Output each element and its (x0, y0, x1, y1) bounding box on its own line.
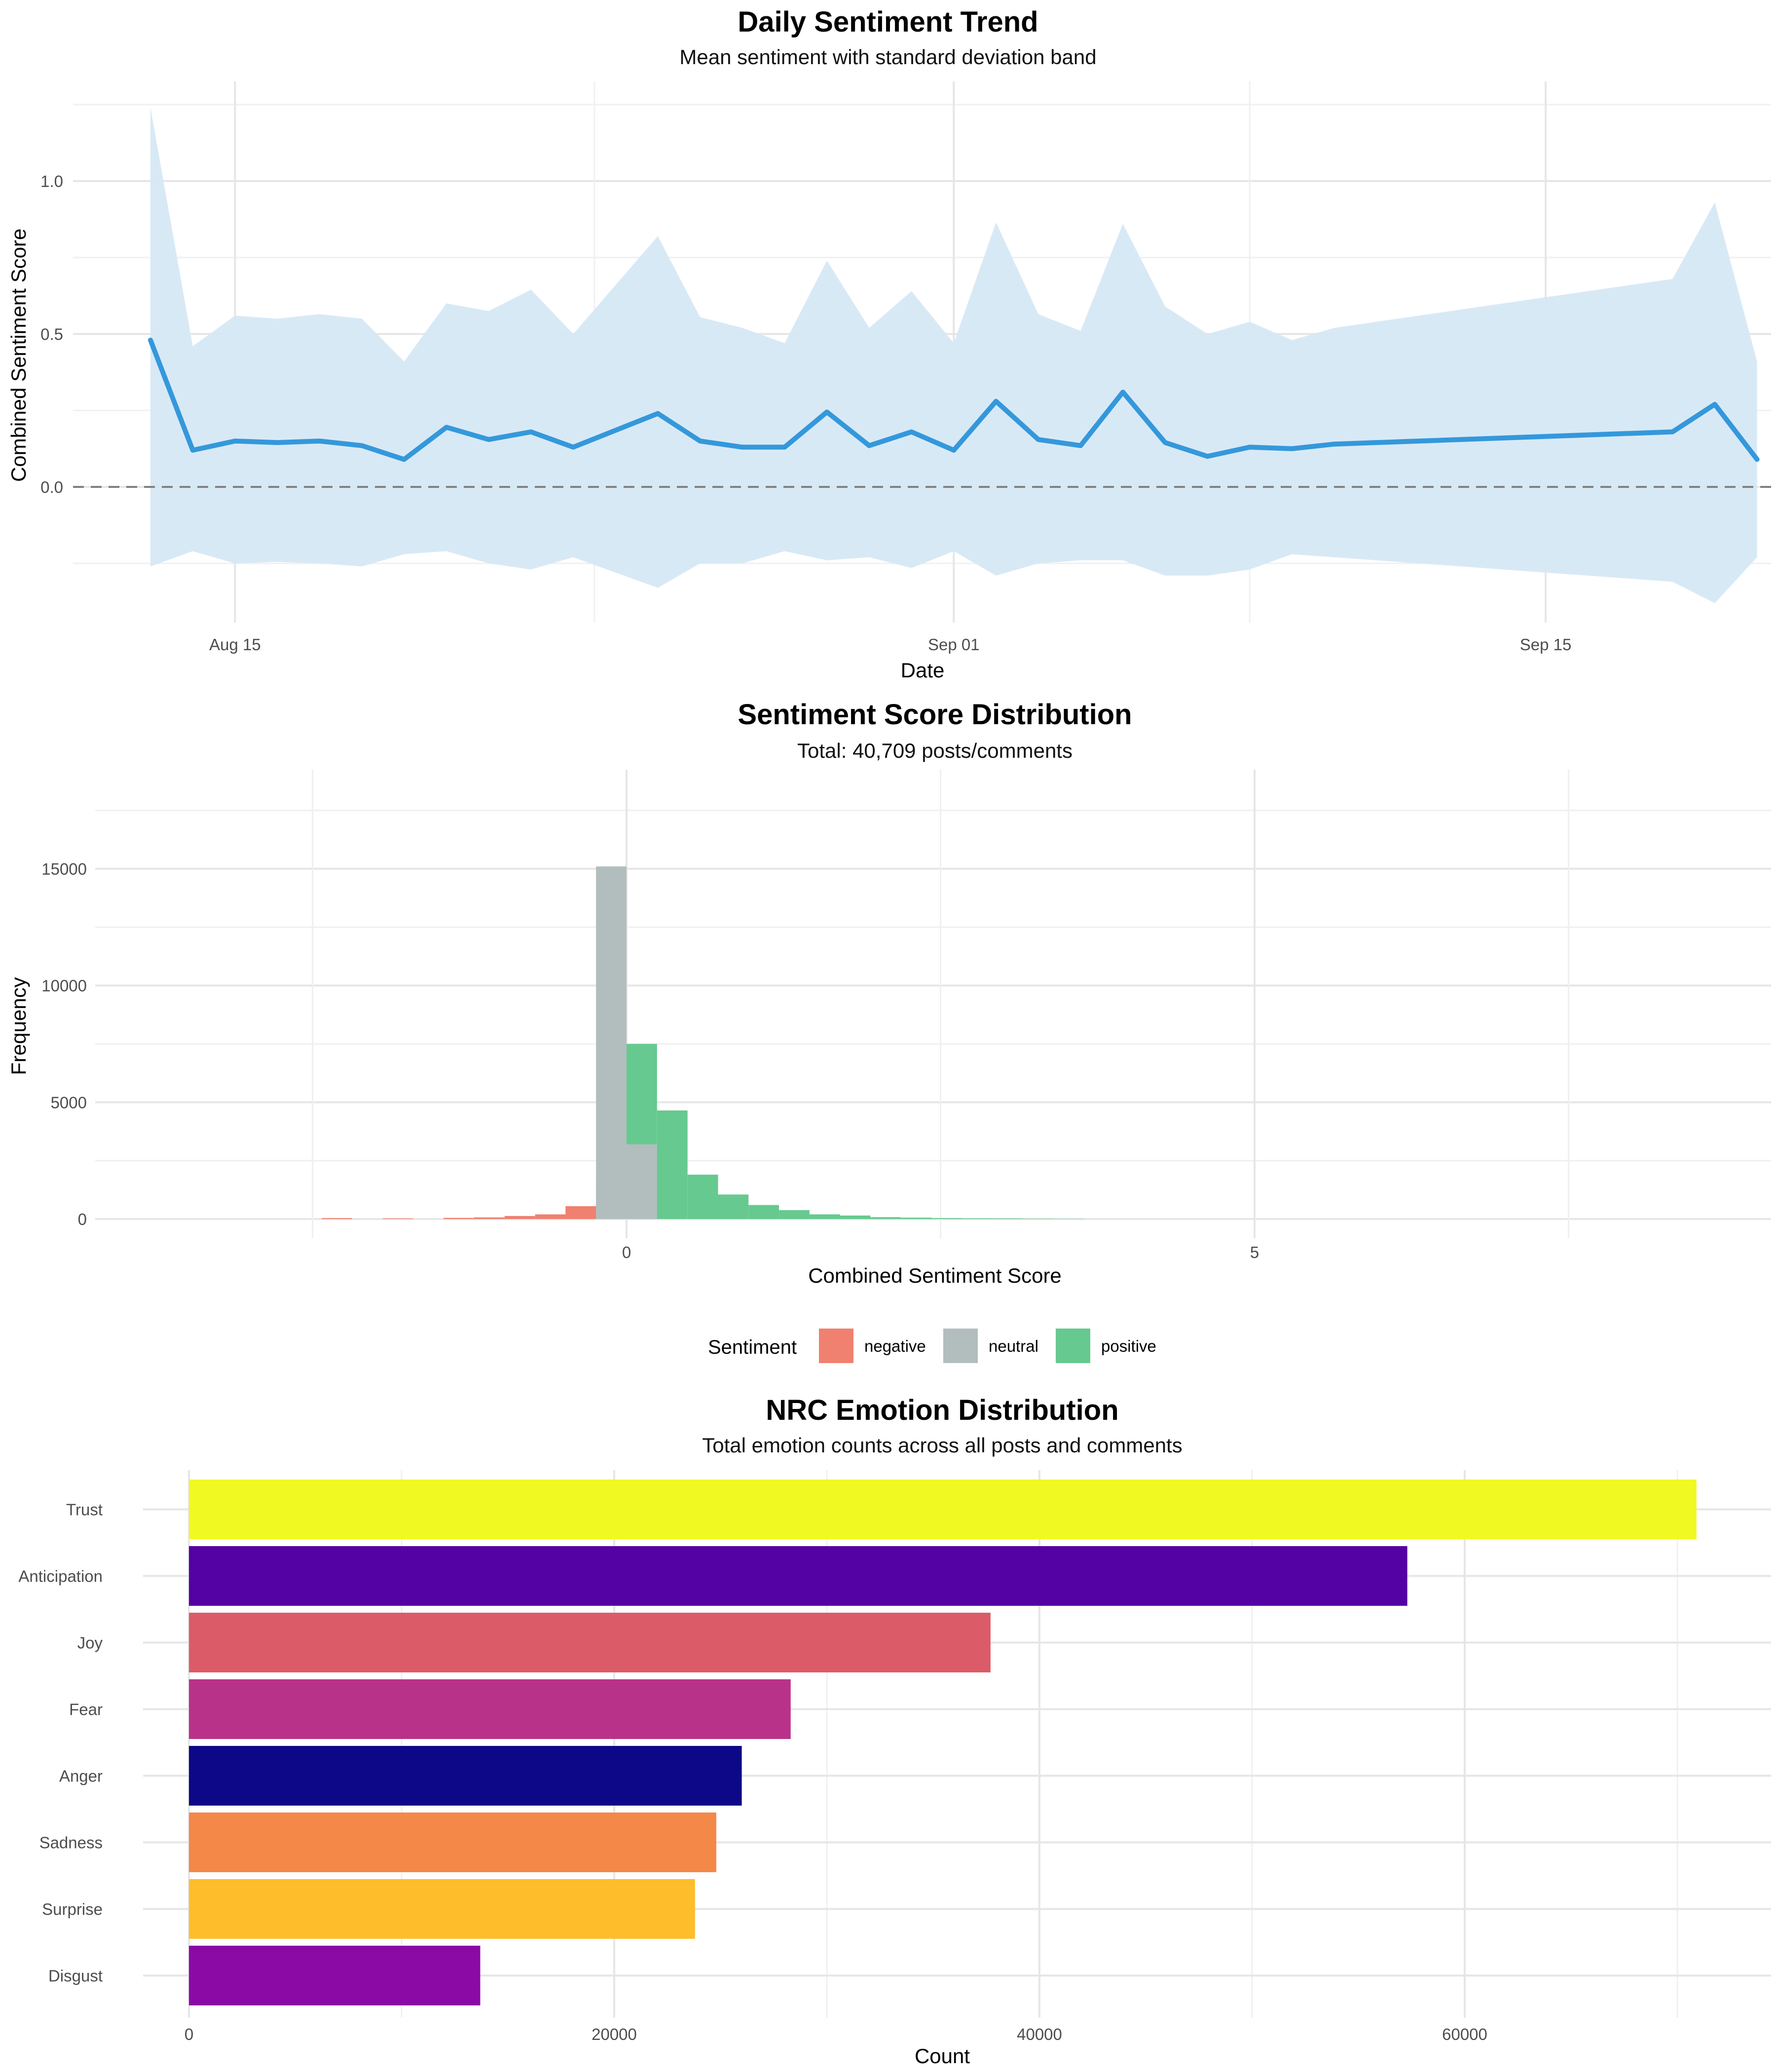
chart-title: Daily Sentiment Trend (738, 6, 1038, 38)
daily-sentiment-trend-chart: 0.0 0.5 1.0 Aug 15 Sep 01 Sep 15 Daily Sentim… (7, 6, 1771, 682)
y-tick-label: Fear (69, 1701, 103, 1719)
chart-subtitle: Mean sentiment with standard deviation b… (679, 45, 1096, 69)
y-tick-label: Sadness (39, 1834, 103, 1852)
histogram-bar-positive (870, 1217, 901, 1219)
emotion-bar-trust (189, 1480, 1697, 1539)
histogram-bar-negative (535, 1214, 566, 1219)
x-tick-label: 60000 (1442, 2025, 1487, 2043)
legend-label-negative: negative (864, 1337, 926, 1355)
legend-title: Sentiment (708, 1336, 797, 1358)
histogram-bar-negative (321, 1218, 352, 1219)
histogram-bar-positive (931, 1218, 962, 1219)
x-axis-title: Date (901, 659, 945, 682)
line-layer (148, 337, 1760, 462)
x-tick-label: 0 (622, 1243, 631, 1261)
legend-label-positive: positive (1101, 1337, 1156, 1355)
legend: Sentiment negative neutral positive (708, 1329, 1156, 1363)
histogram-bar-positive (840, 1215, 871, 1219)
y-tick-label: Surprise (42, 1900, 103, 1919)
bars-layer (189, 1480, 1697, 2005)
x-tick-label: 5 (1250, 1243, 1259, 1261)
nrc-emotion-distribution-chart: Trust Anticipation Joy Fear Anger Sadness Surp… (18, 1394, 1771, 2068)
x-tick-label: Sep 15 (1520, 635, 1572, 654)
sentiment-score-distribution-chart: 0 5000 10000 15000 0 5 Sentiment Score Distri… (7, 699, 1771, 1363)
y-tick-label: Anger (59, 1767, 103, 1785)
y-tick-label: Trust (66, 1501, 103, 1519)
chart-title: Sentiment Score Distribution (738, 699, 1132, 731)
grid-layer (95, 770, 1771, 1238)
histogram-bar-positive (748, 1205, 779, 1219)
y-tick-label: Joy (77, 1634, 103, 1652)
histogram-bar-negative (474, 1217, 505, 1219)
legend-swatch-negative (819, 1329, 853, 1363)
y-tick-label: 10000 (41, 977, 87, 995)
y-tick-label: Anticipation (18, 1567, 103, 1586)
emotion-bar-disgust (189, 1946, 481, 2005)
mean-sentiment-line (148, 337, 1760, 462)
emotion-bar-joy (189, 1613, 991, 1672)
y-tick-label: 15000 (41, 860, 87, 878)
x-tick-label: 20000 (592, 2025, 637, 2043)
histogram-bar-negative (565, 1206, 596, 1219)
x-axis-title: Count (915, 2044, 970, 2068)
y-tick-label: 0.5 (40, 325, 63, 343)
emotion-bar-anticipation (189, 1546, 1407, 1606)
legend-swatch-positive (1056, 1329, 1090, 1363)
histogram-bar-positive (901, 1218, 932, 1219)
bars-layer (321, 866, 1084, 1219)
y-axis-title: Combined Sentiment Score (7, 228, 30, 482)
y-tick-label: Disgust (48, 1967, 103, 1985)
y-axis-title: Frequency (7, 977, 30, 1075)
ticks-layer: 0 5000 10000 15000 0 5 (41, 860, 1259, 1261)
histogram-bar-negative (444, 1218, 474, 1219)
x-tick-label: 40000 (1017, 2025, 1062, 2043)
x-axis-title: Combined Sentiment Score (808, 1264, 1062, 1287)
chart-title: NRC Emotion Distribution (766, 1394, 1118, 1426)
x-tick-label: 0 (185, 2025, 193, 2043)
band-layer (150, 108, 1757, 603)
histogram-bar-positive (779, 1210, 810, 1219)
histogram-bar-neutral (627, 1144, 657, 1219)
legend-swatch-neutral (943, 1329, 978, 1363)
emotion-bar-anger (189, 1746, 742, 1806)
chart-subtitle: Total: 40,709 posts/comments (797, 739, 1073, 762)
histogram-bar-positive (687, 1175, 718, 1219)
histogram-bar-positive (718, 1194, 749, 1219)
emotion-bar-sadness (189, 1813, 716, 1872)
legend-label-neutral: neutral (989, 1337, 1038, 1355)
emotion-bar-surprise (189, 1879, 695, 1939)
histogram-bar-positive (657, 1110, 688, 1219)
ticks-layer: Trust Anticipation Joy Fear Anger Sadness Surp… (18, 1501, 1487, 2044)
histogram-bar-positive (809, 1214, 840, 1219)
y-tick-label: 0.0 (40, 478, 63, 496)
histogram-bar-negative (504, 1216, 535, 1219)
std-dev-band (150, 108, 1757, 603)
y-tick-label: 0 (78, 1210, 87, 1228)
chart-subtitle: Total emotion counts across all posts an… (702, 1434, 1182, 1457)
emotion-bar-fear (189, 1679, 791, 1739)
y-tick-label: 5000 (51, 1093, 87, 1111)
histogram-bar-neutral (596, 866, 627, 1219)
x-tick-label: Aug 15 (209, 635, 261, 654)
ticks-layer: 0.0 0.5 1.0 Aug 15 Sep 01 Sep 15 (40, 172, 1571, 654)
y-tick-label: 1.0 (40, 172, 63, 190)
x-tick-label: Sep 01 (928, 635, 980, 654)
